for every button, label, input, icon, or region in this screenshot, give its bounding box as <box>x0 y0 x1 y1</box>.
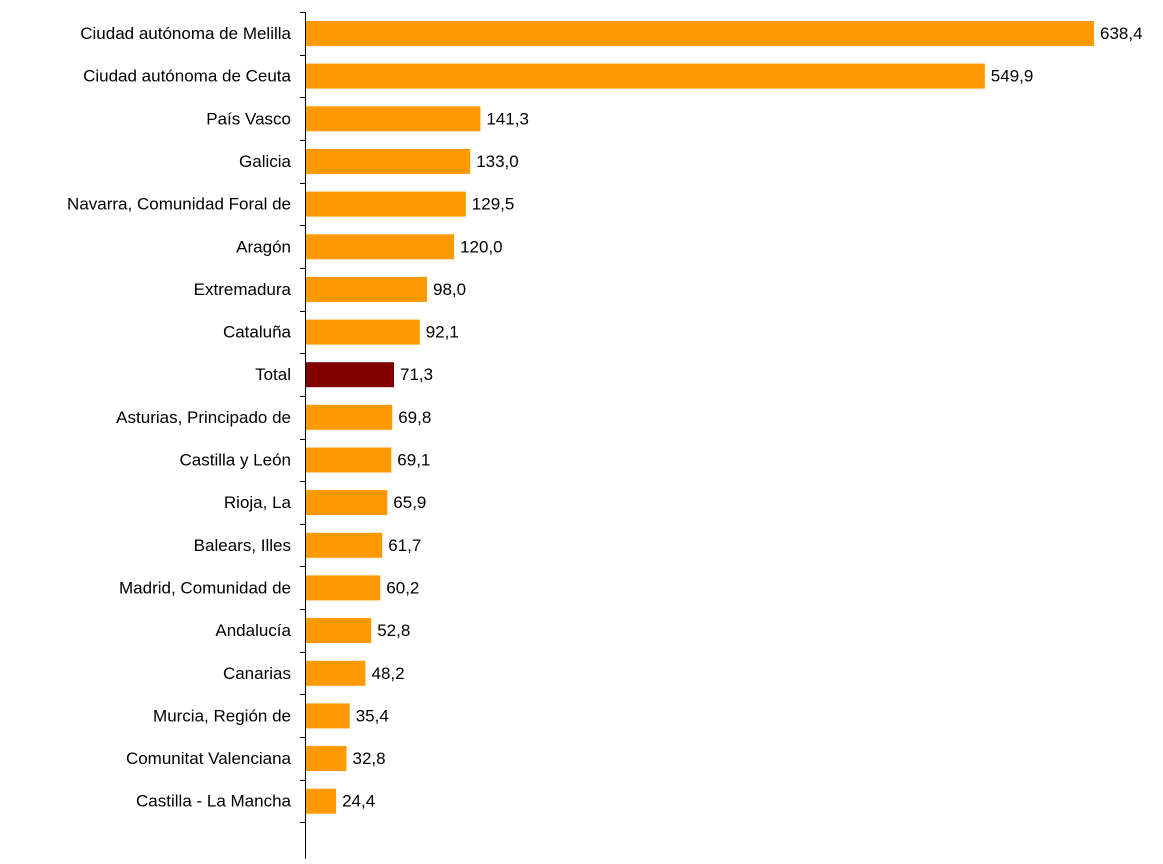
category-label: Canarias <box>223 664 291 683</box>
value-label: 24,4 <box>342 792 375 811</box>
bar <box>306 788 337 814</box>
bars-group <box>306 21 1094 814</box>
bar <box>306 319 420 345</box>
value-label: 141,3 <box>486 109 529 128</box>
bar <box>306 660 366 686</box>
bar <box>306 703 350 729</box>
value-label: 48,2 <box>372 664 405 683</box>
category-label: Castilla y León <box>179 451 291 470</box>
bar <box>306 63 985 89</box>
value-label: 92,1 <box>426 323 459 342</box>
value-label: 98,0 <box>433 280 466 299</box>
value-label: 69,8 <box>398 408 431 427</box>
value-label: 549,9 <box>991 67 1034 86</box>
category-label: Rioja, La <box>224 493 292 512</box>
value-label: 129,5 <box>472 195 515 214</box>
value-labels-group: 638,4 549,9 141,3 133,0 129,5 120,0 98,0 92,1 71… <box>342 24 1142 811</box>
category-label: Navarra, Comunidad Foral de <box>67 195 291 214</box>
bar <box>306 618 372 644</box>
value-label: 52,8 <box>377 621 410 640</box>
bar <box>306 21 1094 46</box>
value-label: 61,7 <box>388 536 421 555</box>
value-label: 35,4 <box>356 706 389 725</box>
category-label: Andalucía <box>215 621 291 640</box>
value-label: 120,0 <box>460 237 503 256</box>
category-label: Aragón <box>236 237 291 256</box>
value-label: 638,4 <box>1100 24 1143 43</box>
bar <box>306 191 466 217</box>
category-label: Madrid, Comunidad de <box>119 578 291 597</box>
bar <box>306 447 392 473</box>
bar <box>306 106 481 132</box>
value-label: 133,0 <box>476 152 519 171</box>
category-label: Castilla - La Mancha <box>136 792 292 811</box>
bar <box>306 575 381 601</box>
bar-total <box>306 362 394 388</box>
value-label: 32,8 <box>353 749 386 768</box>
category-label: Comunitat Valenciana <box>126 749 292 768</box>
value-label: 60,2 <box>386 578 419 597</box>
value-label: 71,3 <box>400 365 433 384</box>
bar <box>306 276 427 302</box>
category-label: Ciudad autónoma de Ceuta <box>83 67 291 86</box>
value-label: 65,9 <box>393 493 426 512</box>
bar <box>306 234 455 260</box>
bar <box>306 532 383 558</box>
category-label: Cataluña <box>223 323 292 342</box>
category-label: País Vasco <box>206 109 291 128</box>
bar <box>306 404 393 430</box>
category-labels-group: Ciudad autónoma de Melilla Ciudad autónom… <box>67 24 291 811</box>
category-label: Murcia, Región de <box>153 706 291 725</box>
category-label: Asturias, Principado de <box>116 408 291 427</box>
category-label: Ciudad autónoma de Melilla <box>80 24 291 43</box>
category-label: Extremadura <box>194 280 292 299</box>
category-label: Balears, Illes <box>194 536 291 555</box>
bar <box>306 746 347 771</box>
value-label: 69,1 <box>397 451 430 470</box>
category-axis-ticks <box>300 12 306 823</box>
category-label: Total <box>255 365 291 384</box>
bar <box>306 490 388 516</box>
bar <box>306 148 471 174</box>
category-label: Galicia <box>239 152 292 171</box>
